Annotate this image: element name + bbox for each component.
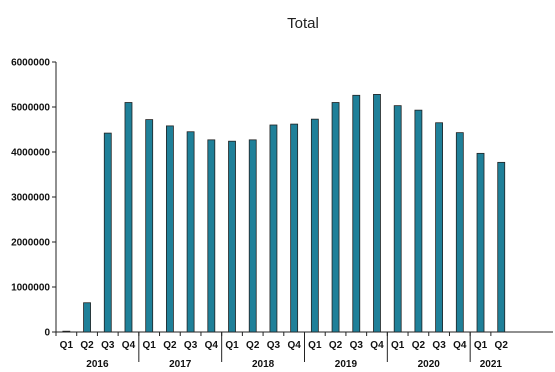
quarter-label: Q1 <box>225 340 239 351</box>
y-tick-label: 1000000 <box>11 283 50 294</box>
year-label: 2019 <box>335 359 358 370</box>
quarter-label: Q1 <box>474 340 488 351</box>
bar-2019-q3 <box>352 94 361 333</box>
quarter-label: Q4 <box>370 340 384 351</box>
quarter-label: Q3 <box>184 340 198 351</box>
bar-2016-q3 <box>103 132 112 333</box>
quarter-label: Q3 <box>101 340 115 351</box>
quarter-label: Q4 <box>205 340 219 351</box>
bar-2018-q1 <box>228 140 236 333</box>
y-tick-label: 5000000 <box>11 103 50 114</box>
quarter-label: Q3 <box>267 340 281 351</box>
quarter-label: Q1 <box>143 340 157 351</box>
y-tick-label: 4000000 <box>11 148 50 159</box>
quarter-label: Q1 <box>308 340 322 351</box>
bar-2019-q4 <box>373 94 381 333</box>
axes: 0 1000000 2000000 3000000 4000000 5000000 6000… <box>11 58 553 362</box>
x-axis-labels: Q1 Q2 Q3 Q4 2016 Q1 Q2 Q3 Q4 2017 Q1 Q2 Q3 Q4 2018 Q1 Q2… <box>60 340 509 370</box>
bar-2016-q2 <box>83 302 91 333</box>
bar-2021-q1 <box>476 152 485 333</box>
year-label: 2020 <box>418 359 441 370</box>
quarter-label: Q2 <box>412 340 426 351</box>
chart-title: Total <box>287 15 319 32</box>
bar-2020-q3 <box>435 122 444 333</box>
bar-2020-q1 <box>393 105 402 333</box>
bar-2017-q2 <box>165 125 174 333</box>
bar-2020-q2 <box>414 109 423 333</box>
quarter-label: Q2 <box>495 340 509 351</box>
quarter-label: Q4 <box>287 340 301 351</box>
quarter-label: Q2 <box>163 340 177 351</box>
bar-2016-q4 <box>124 102 133 333</box>
bar-2017-q4 <box>207 139 216 333</box>
quarter-label: Q2 <box>80 340 94 351</box>
bars <box>62 94 506 333</box>
quarter-label: Q3 <box>350 340 364 351</box>
y-tick-label: 0 <box>44 328 50 339</box>
year-label: 2018 <box>252 359 275 370</box>
year-label: 2017 <box>169 359 192 370</box>
year-label: 2021 <box>480 359 503 370</box>
y-tick-label: 6000000 <box>11 58 50 69</box>
quarter-label: Q1 <box>60 340 74 351</box>
bar-2020-q4 <box>455 132 464 333</box>
quarter-label: Q3 <box>432 340 446 351</box>
quarter-label: Q1 <box>391 340 405 351</box>
bar-2021-q2 <box>497 161 506 333</box>
quarter-label: Q2 <box>329 340 343 351</box>
quarter-label: Q4 <box>453 340 467 351</box>
year-label: 2016 <box>86 359 109 370</box>
bar-2018-q2 <box>248 139 257 333</box>
bar-2019-q1 <box>310 118 319 333</box>
bar-2017-q1 <box>145 119 154 333</box>
y-tick-label: 2000000 <box>11 238 50 249</box>
y-tick-label: 3000000 <box>11 193 50 204</box>
quarter-label: Q2 <box>246 340 260 351</box>
bar-2017-q3 <box>186 131 195 333</box>
bar-2019-q2 <box>331 102 340 333</box>
bar-2018-q3 <box>269 124 278 333</box>
bar-2016-q1 <box>62 330 71 333</box>
quarter-label: Q4 <box>122 340 136 351</box>
bar-2018-q4 <box>290 123 299 333</box>
